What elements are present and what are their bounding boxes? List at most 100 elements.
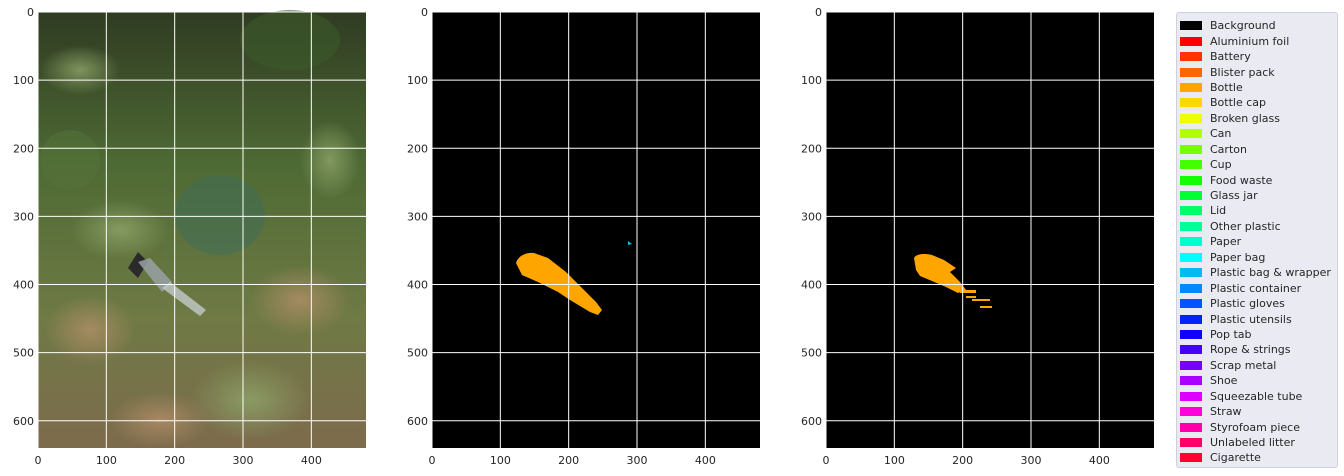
legend-entry: Paper (1180, 234, 1337, 249)
legend-swatch (1180, 175, 1202, 185)
legend-swatch (1180, 252, 1202, 262)
legend-label: Glass jar (1210, 189, 1258, 203)
legend-swatch (1180, 391, 1202, 401)
y-tick-label: 400 (407, 279, 428, 292)
legend-entry: Carton (1180, 142, 1337, 157)
x-tick-label: 400 (301, 454, 322, 467)
legend-entry: Cup (1180, 157, 1337, 172)
legend-label: Plastic gloves (1210, 297, 1285, 311)
photo-texture (40, 10, 360, 448)
legend-swatch (1180, 407, 1202, 417)
legend-entry: Squeezable tube (1180, 389, 1337, 404)
legend-swatch (1180, 329, 1202, 339)
mask-bottle-region (516, 252, 602, 315)
mask-panel-1 (432, 12, 760, 448)
mask-bottle-fragment (966, 296, 976, 298)
y-tick-label: 600 (13, 415, 34, 428)
bottle-in-photo (128, 252, 206, 316)
legend-swatch (1180, 52, 1202, 62)
legend-label: Background (1210, 19, 1276, 33)
x-tick-label: 300 (1021, 454, 1042, 467)
legend-entry: Glass jar (1180, 188, 1337, 203)
y-tick-label: 600 (407, 415, 428, 428)
y-tick-label: 400 (13, 279, 34, 292)
legend-label: Scrap metal (1210, 358, 1277, 372)
legend-entry: Straw (1180, 404, 1337, 419)
legend-entry: Plastic container (1180, 280, 1337, 295)
legend-swatch (1180, 67, 1202, 77)
x-tick-label: 200 (558, 454, 579, 467)
legend-entry: Pop tab (1180, 327, 1337, 342)
legend-entry: Aluminium foil (1180, 33, 1337, 48)
legend-entry: Background (1180, 18, 1337, 33)
legend-entry: Food waste (1180, 172, 1337, 187)
x-tick-label: 200 (952, 454, 973, 467)
legend-swatch (1180, 299, 1202, 309)
legend-label: Plastic container (1210, 281, 1302, 295)
x-tick-label: 200 (164, 454, 185, 467)
legend-entry: Paper bag (1180, 250, 1337, 265)
y-tick-label: 100 (801, 74, 822, 87)
y-tick-label: 400 (801, 279, 822, 292)
mask-background (432, 12, 760, 448)
legend-entry: Broken glass (1180, 111, 1337, 126)
mask-panel-2 (826, 12, 1154, 448)
y-tick-label: 0 (27, 6, 34, 19)
y-tick-label: 300 (407, 210, 428, 223)
legend-swatch (1180, 221, 1202, 231)
legend-label: Broken glass (1210, 111, 1281, 125)
legend-label: Bottle (1210, 80, 1243, 94)
y-tick-label: 200 (801, 142, 822, 155)
legend-label: Aluminium foil (1210, 34, 1290, 48)
legend-swatch (1180, 360, 1202, 370)
legend-entry: Bottle (1180, 80, 1337, 95)
y-tick-label: 300 (801, 210, 822, 223)
legend-label: Pop tab (1210, 327, 1252, 341)
y-tick-label: 200 (13, 142, 34, 155)
legend-swatch (1180, 268, 1202, 278)
legend-entry: Lid (1180, 203, 1337, 218)
y-tick-label: 0 (421, 6, 428, 19)
legend-swatch (1180, 314, 1202, 324)
legend-label: Can (1210, 127, 1232, 141)
legend-entry: Unlabeled litter (1180, 435, 1337, 450)
legend-label: Rope & strings (1210, 343, 1291, 357)
legend: Background Aluminium foil Battery Blister p… (1176, 12, 1338, 468)
mask-plastic-bag-region (628, 241, 632, 245)
legend-swatch (1180, 98, 1202, 108)
legend-entry: Shoe (1180, 373, 1337, 388)
x-tick-label: 100 (490, 454, 511, 467)
legend-label: Cigarette (1210, 451, 1261, 465)
x-tick-label: 100 (884, 454, 905, 467)
legend-entry: Can (1180, 126, 1337, 141)
legend-entry: Other plastic (1180, 219, 1337, 234)
x-tick-label: 400 (1089, 454, 1110, 467)
legend-swatch (1180, 376, 1202, 386)
legend-swatch (1180, 237, 1202, 247)
legend-entry: Rope & strings (1180, 342, 1337, 357)
y-tick-label: 300 (13, 210, 34, 223)
legend-swatch (1180, 206, 1202, 216)
legend-label: Paper bag (1210, 250, 1266, 264)
legend-swatch (1180, 82, 1202, 92)
y-tick-label: 200 (407, 142, 428, 155)
legend-swatch (1180, 144, 1202, 154)
grid-lines (37, 11, 1154, 448)
legend-entry: Plastic bag & wrapper (1180, 265, 1337, 280)
y-tick-label: 600 (801, 415, 822, 428)
legend-swatch (1180, 283, 1202, 293)
legend-label: Plastic utensils (1210, 312, 1292, 326)
mask-bottle-fragment (960, 290, 976, 293)
legend-entry: Styrofoam piece (1180, 419, 1337, 434)
legend-swatch (1180, 438, 1202, 448)
y-tick-label: 100 (407, 74, 428, 87)
legend-label: Styrofoam piece (1210, 420, 1300, 434)
legend-swatch (1180, 113, 1202, 123)
mask-background (826, 12, 1154, 448)
legend-swatch (1180, 191, 1202, 201)
mask-bottle-fragment (980, 306, 992, 308)
legend-swatch (1180, 36, 1202, 46)
legend-swatch (1180, 160, 1202, 170)
y-tick-label: 500 (801, 347, 822, 360)
